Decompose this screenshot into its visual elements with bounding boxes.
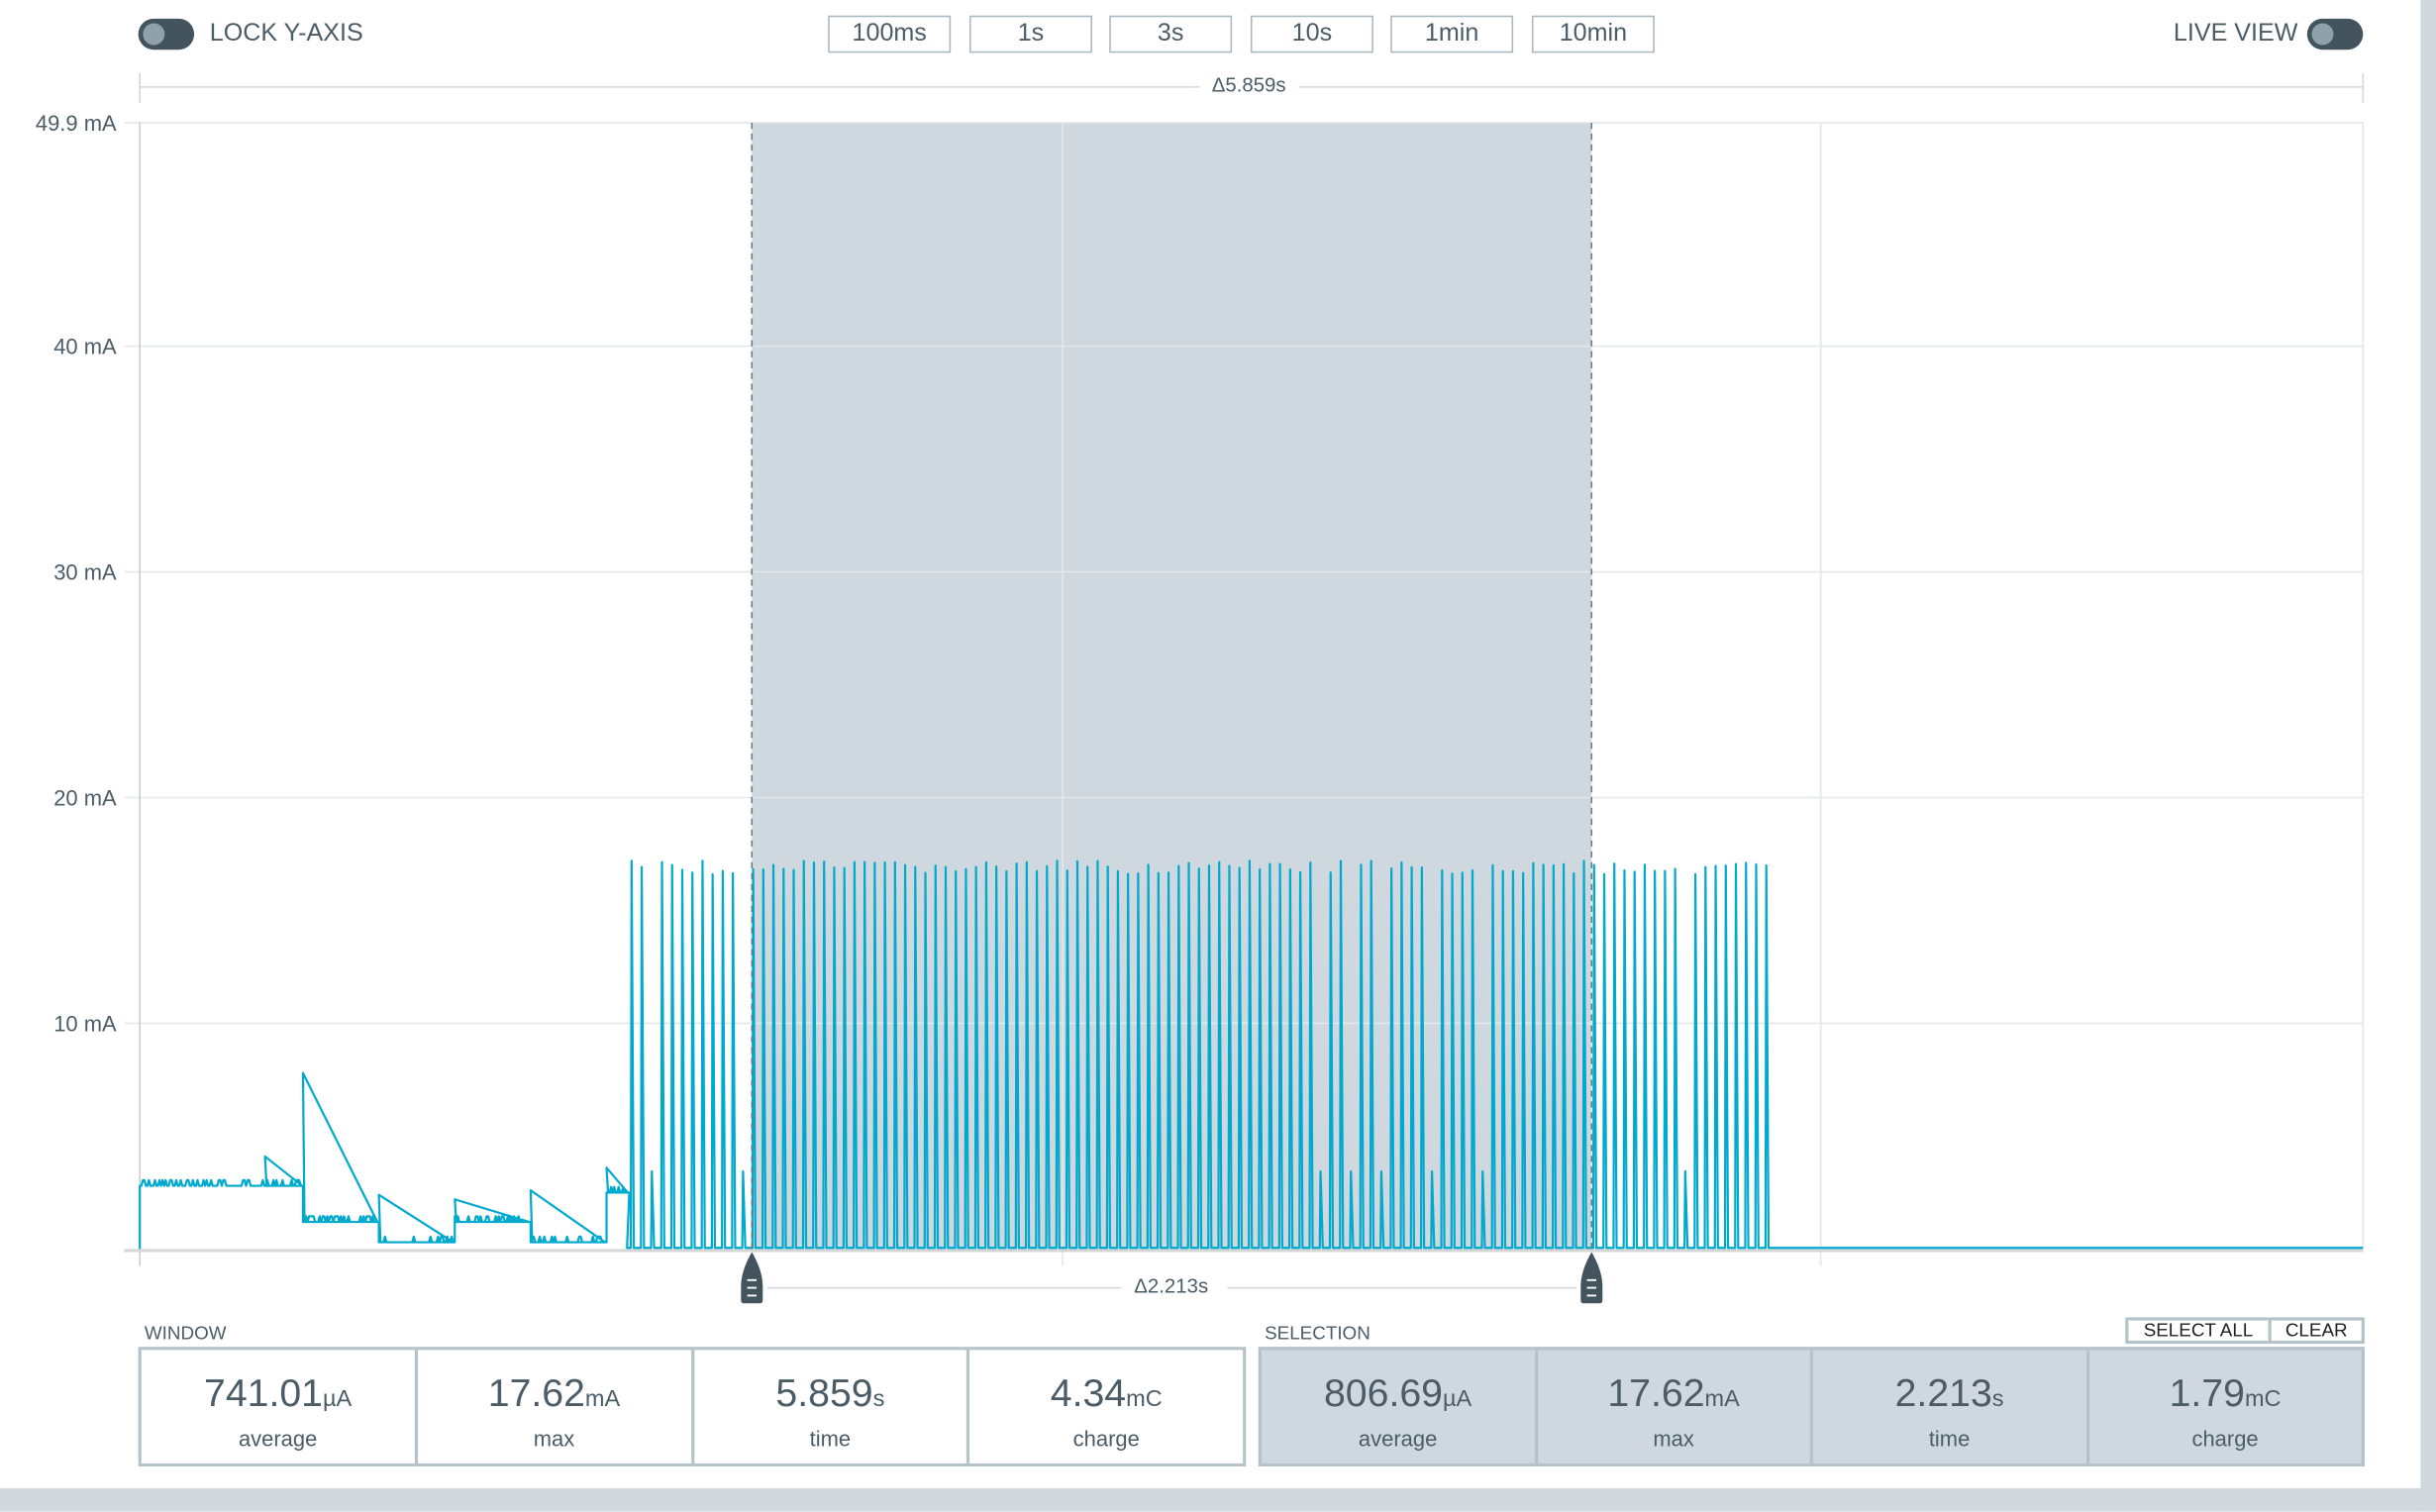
y-tick-label: 10 mA	[53, 1011, 117, 1036]
lock-y-axis-label: LOCK Y-AXIS	[209, 20, 363, 48]
stat-unit: s	[872, 1385, 885, 1413]
window-charge: 4.34mC charge	[969, 1350, 1243, 1463]
window-100ms-button[interactable]: 100ms	[828, 15, 952, 53]
stat-label: time	[1928, 1426, 1971, 1452]
window-average: 741.01µA average	[142, 1350, 418, 1463]
clear-button[interactable]: CLEAR	[2268, 1317, 2365, 1345]
stat-value: 17.62	[487, 1371, 585, 1416]
y-tick-label: 30 mA	[53, 559, 117, 584]
window-10min-button[interactable]: 10min	[1531, 15, 1655, 53]
stat-unit: mA	[584, 1385, 621, 1413]
y-tick-label: 40 mA	[53, 334, 117, 358]
current-trace	[139, 859, 2364, 1250]
stat-value: 741.01	[204, 1371, 323, 1416]
selection-section-label: SELECTION	[1265, 1322, 1370, 1345]
window-time: 5.859s time	[694, 1350, 970, 1463]
stat-label: max	[533, 1426, 575, 1452]
selection-duration-label: Δ2.213s	[1121, 1273, 1221, 1298]
stat-value: 5.859	[775, 1371, 873, 1416]
stat-label: max	[1653, 1426, 1694, 1452]
toggle-knob	[2311, 23, 2334, 46]
selection-start-handle-grip-icon[interactable]	[741, 1252, 763, 1304]
selection-time: 2.213s time	[1813, 1350, 2089, 1463]
stat-unit: µA	[1442, 1385, 1472, 1413]
y-tick-label: 20 mA	[53, 785, 117, 810]
stat-label: charge	[1072, 1426, 1140, 1452]
selection-area[interactable]	[752, 122, 1592, 1250]
window-max: 17.62mA max	[418, 1350, 694, 1463]
stat-label: charge	[2191, 1426, 2259, 1452]
scrollbar-track[interactable]	[2420, 0, 2436, 1512]
bottom-panel-edge	[0, 1488, 2436, 1512]
select-all-button[interactable]: SELECT ALL	[2125, 1317, 2272, 1345]
stat-label: time	[809, 1426, 852, 1452]
current-chart[interactable]: 10 mA 20 mA 30 mA 40 mA 49.9 mA	[0, 0, 2436, 1321]
stat-unit: mA	[1704, 1385, 1740, 1413]
stat-unit: µA	[322, 1385, 353, 1413]
stat-unit: mC	[2244, 1385, 2282, 1413]
lock-y-axis-toggle[interactable]	[138, 18, 195, 50]
selection-max: 17.62mA max	[1537, 1350, 1813, 1463]
stat-label: average	[1358, 1426, 1438, 1452]
stat-value: 806.69	[1323, 1371, 1443, 1416]
toggle-knob	[143, 23, 165, 46]
window-1s-button[interactable]: 1s	[968, 15, 1092, 53]
selection-average: 806.69µA average	[1262, 1350, 1538, 1463]
stat-value: 17.62	[1607, 1371, 1705, 1416]
stat-unit: mC	[1126, 1385, 1163, 1413]
stat-unit: s	[1991, 1385, 2004, 1413]
live-view-toggle[interactable]	[2306, 18, 2364, 50]
selection-stats: 806.69µA average 17.62mA max 2.213s time 1.…	[1258, 1347, 2365, 1467]
stat-value: 2.213	[1894, 1371, 1992, 1416]
window-10s-button[interactable]: 10s	[1250, 15, 1373, 53]
live-view-label: LIVE VIEW	[2173, 20, 2298, 48]
window-3s-button[interactable]: 3s	[1109, 15, 1233, 53]
selection-charge: 1.79mC charge	[2088, 1350, 2361, 1463]
window-duration-label: Δ5.859s	[1199, 72, 1299, 97]
y-tick-label: 49.9 mA	[36, 111, 117, 136]
selection-end-handle-grip-icon[interactable]	[1580, 1252, 1603, 1304]
window-section-label: WINDOW	[144, 1322, 227, 1345]
stat-label: average	[238, 1426, 318, 1452]
stat-value: 4.34	[1050, 1371, 1127, 1416]
window-stats: 741.01µA average 17.62mA max 5.859s time 4.…	[138, 1347, 1247, 1467]
window-1min-button[interactable]: 1min	[1390, 15, 1514, 53]
stat-value: 1.79	[2169, 1371, 2245, 1416]
